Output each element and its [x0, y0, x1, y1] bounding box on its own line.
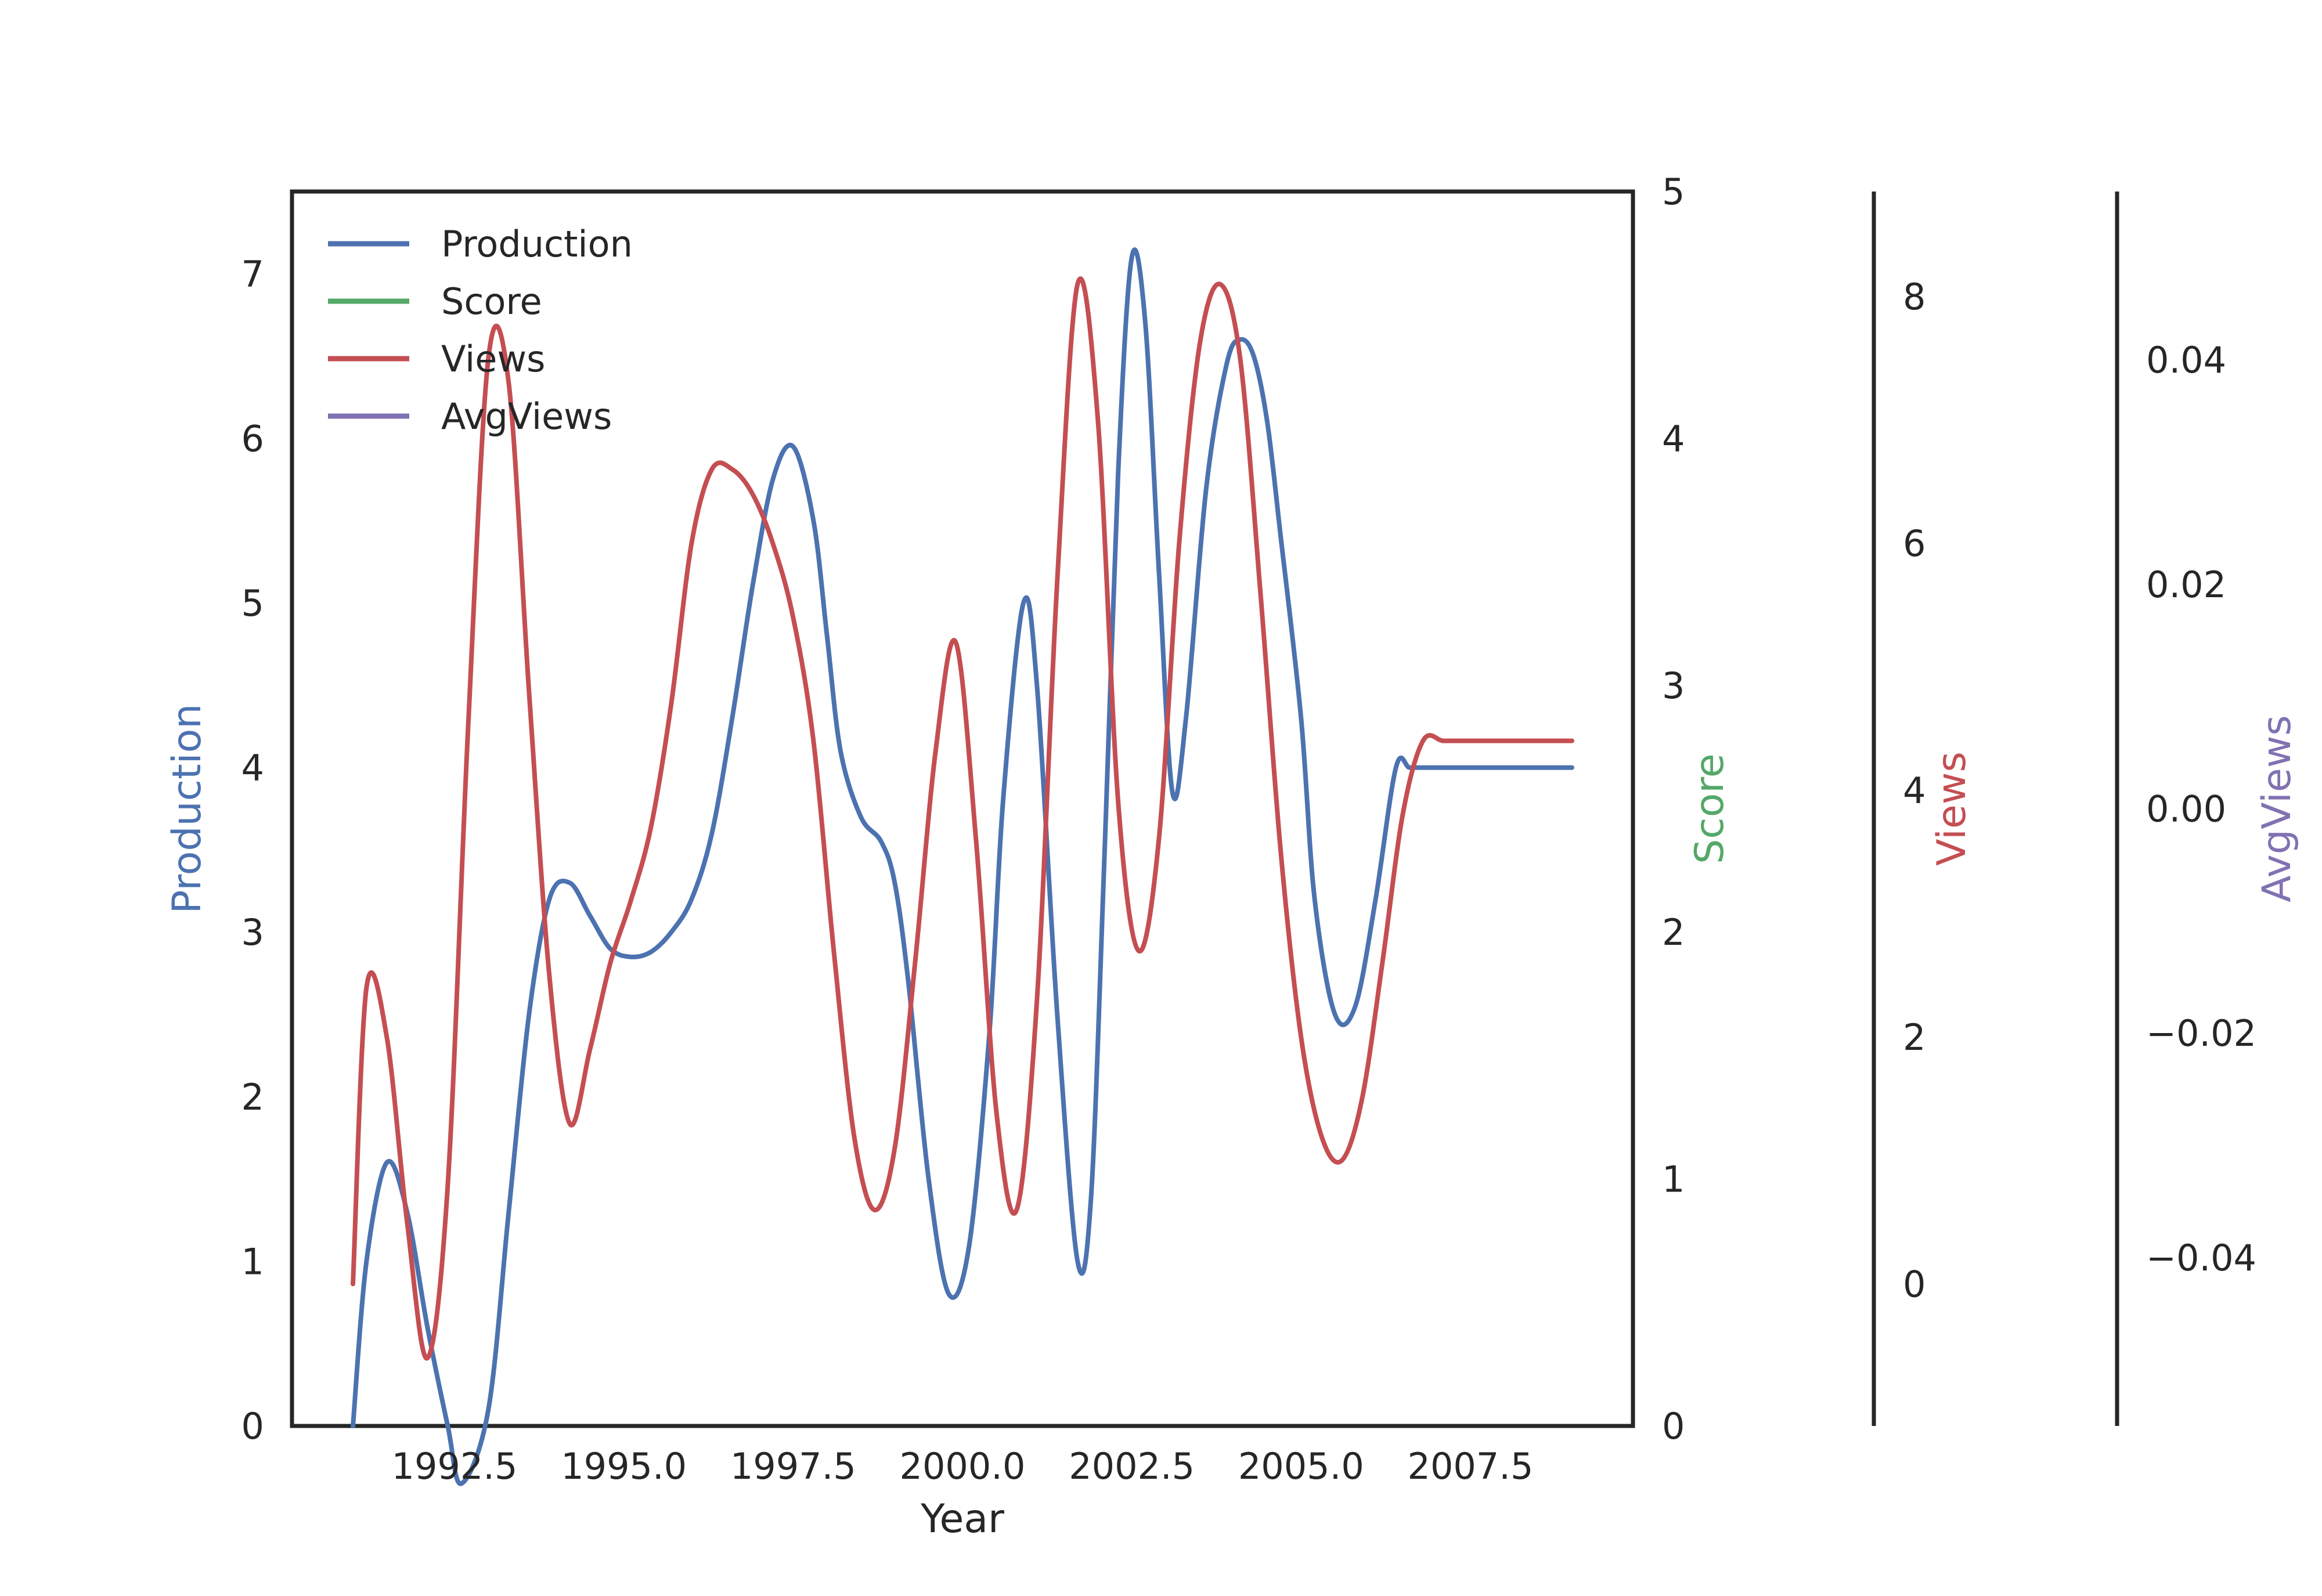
y-axis-views: 0 2 4 6 8 Views: [1872, 192, 1975, 1426]
y-tick-label: 0: [1662, 1405, 1685, 1447]
x-axis-label: Year: [920, 1496, 1004, 1542]
x-tick-label: 2005.0: [1238, 1445, 1364, 1487]
legend-label: AvgViews: [441, 395, 612, 438]
y-axes: 0 1 2 3 4 5 6 7 Production 0 1 2 3 4 5 Score 0 2 4 6 8 Views −…: [164, 171, 2300, 1447]
series-line-production: [351, 247, 1574, 1486]
y-tick-label: 0.00: [2146, 788, 2226, 831]
y-axis-label: AvgViews: [2254, 715, 2300, 902]
legend-item: AvgViews: [328, 395, 612, 438]
y-tick-label: 3: [241, 911, 264, 954]
y-axis-label: Views: [1929, 752, 1975, 866]
y-tick-label: 2: [241, 1076, 264, 1118]
legend-item: Production: [328, 223, 633, 265]
y-tick-label: 8: [1903, 276, 1926, 318]
y-tick-label: 3: [1662, 665, 1685, 707]
y-tick-label: 5: [1662, 171, 1685, 213]
y-axis-production: 0 1 2 3 4 5 6 7 Production: [164, 253, 264, 1447]
x-tick-label: 1995.0: [561, 1445, 687, 1487]
y-tick-label: 2: [1903, 1016, 1926, 1059]
y-tick-label: 6: [241, 417, 264, 460]
y-tick-label: 4: [1662, 417, 1685, 460]
plot-frame: [290, 189, 1635, 1428]
series-layer: [351, 247, 1574, 1486]
y-tick-label: 0.04: [2146, 339, 2226, 381]
legend: Production Score Views AvgViews: [328, 223, 633, 438]
y-tick-label: 1: [241, 1240, 264, 1283]
y-tick-label: 1: [1662, 1158, 1685, 1201]
plot-area: [290, 189, 1635, 1486]
x-tick-label: 2000.0: [900, 1445, 1026, 1487]
x-tick-label: 2002.5: [1069, 1445, 1195, 1487]
y-tick-label: 4: [1903, 770, 1926, 812]
x-axis: 1992.5 1995.0 1997.5 2000.0 2002.5 2005.0 2007…: [392, 1445, 1534, 1487]
y-axis-label: Score: [1687, 753, 1733, 864]
y-tick-label: −0.02: [2146, 1012, 2256, 1055]
y-tick-label: 0: [1903, 1263, 1926, 1305]
y-tick-label: 7: [241, 253, 264, 295]
y-tick-label: 0.02: [2146, 564, 2226, 606]
x-tick-label: 2007.5: [1408, 1445, 1534, 1487]
x-tick-label: 1992.5: [392, 1445, 518, 1487]
legend-item: Views: [328, 338, 545, 380]
y-tick-label: 0: [241, 1405, 264, 1447]
y-axis-score: 0 1 2 3 4 5 Score: [1662, 171, 1733, 1447]
legend-label: Views: [441, 338, 545, 380]
legend-label: Score: [441, 280, 542, 323]
y-axis-avgviews: −0.04 −0.02 0.00 0.02 0.04 AvgViews: [2115, 192, 2300, 1426]
y-tick-label: 2: [1662, 911, 1685, 954]
legend-item: Score: [328, 280, 542, 323]
series-line-views: [351, 276, 1574, 1361]
y-tick-label: −0.04: [2146, 1237, 2256, 1279]
y-tick-label: 6: [1903, 522, 1926, 565]
y-axis-label: Production: [164, 704, 210, 914]
y-tick-label: 5: [241, 582, 264, 624]
legend-label: Production: [441, 223, 633, 265]
y-tick-label: 4: [241, 747, 264, 789]
x-tick-label: 1997.5: [730, 1445, 856, 1487]
